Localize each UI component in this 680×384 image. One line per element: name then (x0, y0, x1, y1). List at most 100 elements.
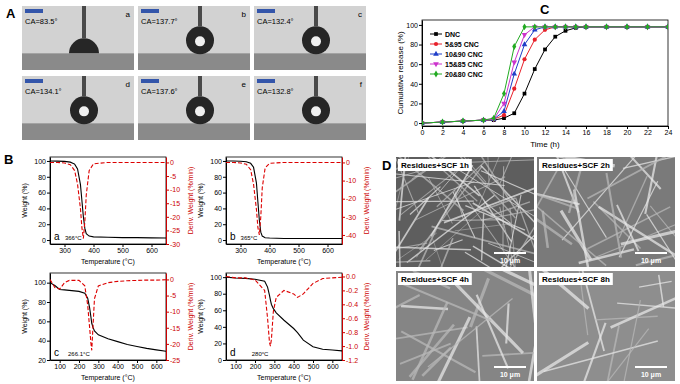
series-marker (533, 38, 537, 42)
y-axis-tick-mark (223, 240, 226, 241)
series-marker (461, 118, 465, 125)
x-axis-tick: 300 (93, 360, 105, 370)
panel-label: C (540, 2, 550, 17)
y-axis-tick: 100 (210, 158, 226, 165)
y-axis-tick-mark (223, 310, 226, 311)
droplet (302, 96, 330, 124)
x-axis: 300400500600 (227, 244, 343, 254)
y-axis-tick-mark (47, 224, 50, 225)
x-axis-title: Temperature (°C) (257, 374, 311, 382)
y2-axis-tick: -0.8 (342, 329, 358, 336)
legend-label: DNC (445, 31, 460, 38)
y-axis-tick-mark (223, 224, 226, 225)
y2-axis-tick-label: -0.8 (346, 329, 358, 336)
sem-fiber (574, 190, 591, 267)
x-axis-tick: 0 (421, 126, 425, 136)
y2-axis-tick: -0.4 (342, 301, 358, 308)
y2-axis-line (166, 158, 167, 245)
y-axis: 020406080100 (210, 274, 226, 364)
contact-angle-text: CA=83.5° (25, 17, 57, 26)
contact-angle-image: CA=137.7°b (138, 6, 250, 70)
sem-fiber (396, 182, 474, 221)
y-axis-tick-label: 80 (410, 41, 418, 48)
sem-fiber (481, 271, 534, 314)
plot-frame (50, 273, 166, 360)
photo-surface (138, 123, 250, 140)
y2-axis-title: Deriv. Weight (%/min) (187, 283, 195, 350)
sem-image: Residues+SCF 8h10 μm (492, 237, 680, 384)
y-axis-tick-label: 100 (406, 22, 418, 29)
legend-label: 15&85 CNC (445, 61, 483, 68)
photo-logo (141, 79, 159, 83)
contact-angle-image: CA=83.5° a (22, 6, 134, 70)
y2-axis-line (166, 274, 167, 361)
x-axis-tick: 400 (288, 360, 300, 370)
y-axis-tick: 0 (42, 237, 50, 244)
y2-axis-tick: -10 (342, 177, 356, 184)
annotation: 266.1°C (68, 351, 90, 357)
y2-axis-tick-mark (342, 346, 345, 347)
photo-surface (254, 53, 366, 70)
y-axis-tick-label: 100 (210, 274, 222, 281)
contact-angle-image: CA=132.4° c (254, 6, 366, 70)
plot-frame (422, 20, 668, 126)
y2-axis: -1.2-1.0-0.8-0.6-0.4-0.20.0 (342, 273, 358, 364)
y2-axis-tick-mark (342, 162, 345, 163)
sem-label-box (539, 273, 613, 285)
x-axis-tick-label: 300 (235, 247, 247, 254)
y-axis: 020406080100 (210, 158, 226, 245)
y2-axis-tick-label: -0.4 (346, 301, 358, 308)
sem-fiber (543, 211, 548, 248)
x-axis-tick-label: 600 (322, 247, 334, 254)
y2-axis-line (342, 158, 343, 245)
series-marker (512, 111, 516, 115)
contact-angle-text: CA=137.6° (141, 87, 178, 96)
y-axis-tick-label: 20 (214, 340, 222, 347)
y-axis-tick-label: 100 (34, 279, 46, 286)
photo-surface (22, 53, 134, 70)
y-axis-tick: 40 (38, 205, 50, 212)
y2-axis: -40-30-20-100 (342, 158, 356, 245)
legend-label: 5&95 CNC (445, 41, 479, 48)
x-axis-tick-label: 12 (542, 129, 550, 136)
x-axis-line (51, 360, 167, 361)
sem-image: Residues+SCF 2h10 μm (501, 129, 680, 288)
y2-axis-tick: -1.2 (342, 357, 358, 364)
y2-axis-tick: -20 (166, 214, 180, 221)
y-axis-tick-mark (223, 193, 226, 194)
y2-axis-tick: -0.6 (342, 315, 358, 322)
y-axis-tick: 80 (38, 174, 50, 181)
x-axis-tick-label: 200 (250, 363, 262, 370)
series-marker (543, 23, 547, 30)
annotation: 280°C (252, 351, 269, 357)
y-axis-tick-mark (47, 360, 50, 361)
y-axis-tick-mark (223, 161, 226, 162)
y2-axis-tick-label: 0 (170, 159, 174, 166)
y-axis-tick-label: 80 (38, 299, 46, 306)
plot-frame (226, 273, 342, 360)
contact-angle-text: CA=134.1° (25, 87, 62, 96)
needle (314, 76, 318, 96)
series-marker (502, 90, 506, 97)
y-axis-tick-mark (223, 277, 226, 278)
y2-axis-tick-mark (166, 360, 169, 361)
y-axis-tick: 60 (410, 61, 422, 68)
y-axis-tick: 20 (38, 357, 50, 364)
series-line (50, 161, 166, 238)
y2-axis-tick: -20 (166, 341, 180, 348)
y2-axis-tick-label: -10 (346, 177, 356, 184)
y2-axis-tick-mark (342, 199, 345, 200)
y-axis-tick: 80 (214, 290, 226, 297)
annotation: 366°C (65, 235, 82, 241)
image-letter: a (126, 10, 131, 19)
image-letter: c (358, 10, 362, 19)
y-axis-line (50, 274, 51, 361)
y2-axis-title: Deriv. Weight (%/min) (187, 167, 195, 234)
x-axis-tick-label: 4 (462, 129, 466, 136)
tga-chart: 300400500600020406080100-30-25-20-15-10-… (21, 157, 195, 266)
sem-fiber (433, 239, 451, 267)
y-axis-tick: 100 (210, 274, 226, 281)
y-axis-tick-mark (47, 283, 50, 284)
contact-angle-text: CA=132.4° (257, 17, 294, 26)
sem-fiber (636, 253, 675, 265)
